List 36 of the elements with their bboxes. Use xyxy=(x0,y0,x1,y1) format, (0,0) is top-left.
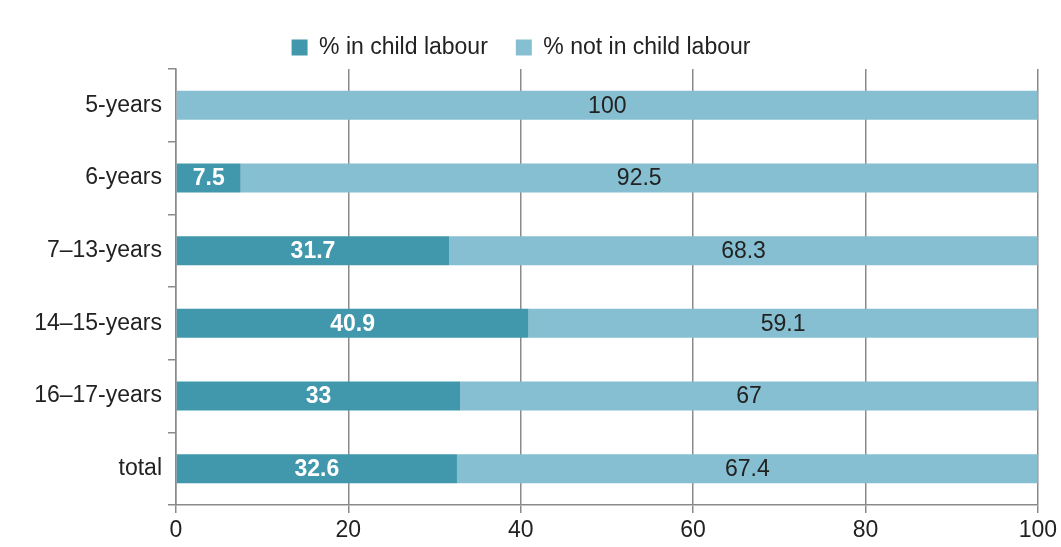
bar xyxy=(176,454,457,484)
data-label: 7.5 xyxy=(192,164,225,191)
bar xyxy=(176,90,1038,120)
y-tick-label: 6-years xyxy=(85,163,162,190)
x-tick-label: 40 xyxy=(507,516,534,543)
data-label: 33 xyxy=(305,382,332,409)
bar xyxy=(456,454,1038,484)
y-tick-label: 14–15-years xyxy=(34,308,162,335)
x-tick-label: 100 xyxy=(1018,516,1057,543)
bar xyxy=(449,236,1038,266)
data-label: 68.3 xyxy=(721,237,766,264)
x-tick-label: 60 xyxy=(680,516,706,543)
data-label: 40.9 xyxy=(330,309,375,336)
bar xyxy=(176,381,461,411)
data-label: 67.4 xyxy=(725,455,770,482)
x-tick-label: 0 xyxy=(169,516,183,543)
data-label: 32.6 xyxy=(294,455,340,482)
data-label: 92.5 xyxy=(616,164,662,191)
bar xyxy=(240,163,1038,193)
x-tick-label: 20 xyxy=(335,516,362,543)
y-tick-label: 16–17-years xyxy=(34,381,162,408)
bar xyxy=(528,308,1038,338)
x-tick-label: 80 xyxy=(852,516,879,543)
bar xyxy=(460,381,1038,411)
y-tick-label: total xyxy=(118,454,162,481)
data-label: 31.7 xyxy=(290,237,336,264)
bar xyxy=(176,163,241,193)
legend-label: % not in child labour xyxy=(543,32,751,59)
bar xyxy=(176,308,529,338)
data-label: 100 xyxy=(588,91,627,118)
y-tick-label: 5-years xyxy=(85,90,162,117)
bar xyxy=(176,236,450,266)
data-label: 67 xyxy=(736,382,762,409)
y-tick-label: 7–13-years xyxy=(46,236,162,263)
legend-label: % in child labour xyxy=(319,32,489,59)
data-label: 59.1 xyxy=(760,309,806,336)
